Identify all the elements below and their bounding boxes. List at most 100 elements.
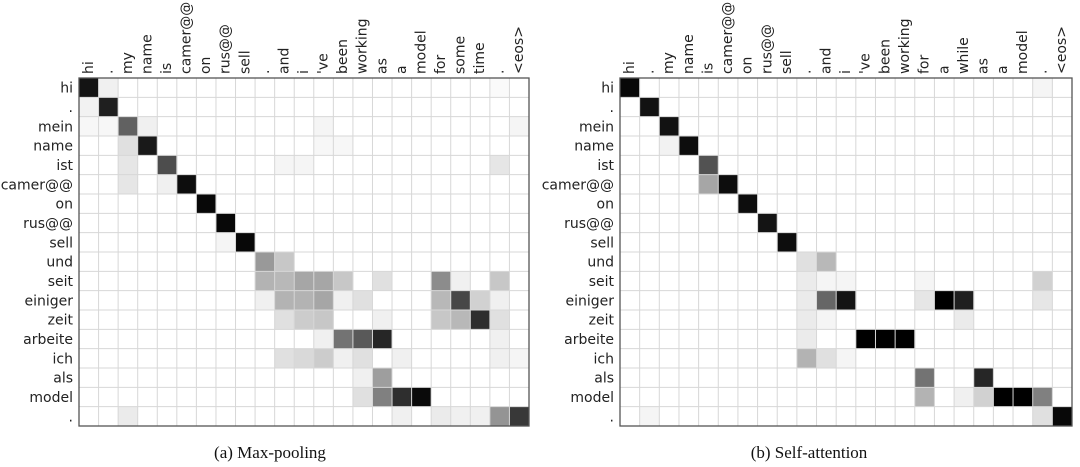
y-tick-label: arbeite xyxy=(564,332,614,348)
heatmap-cell xyxy=(796,348,817,369)
heatmap-cell xyxy=(372,271,393,291)
heatmap-cell xyxy=(620,78,640,98)
heatmap-cell xyxy=(777,232,798,253)
heatmap-cell xyxy=(934,290,955,311)
y-tick-label: hi xyxy=(60,81,73,97)
heatmap-cell xyxy=(274,155,295,175)
heatmap-cell xyxy=(411,387,432,407)
heatmap-cell xyxy=(294,290,315,311)
x-tick-label: . xyxy=(1035,70,1051,74)
heatmap-cell xyxy=(993,387,1014,407)
y-tick-label: sell xyxy=(49,235,73,251)
x-tick-label: time xyxy=(472,42,488,74)
y-tick-label: on xyxy=(597,197,614,213)
heatmap-cell xyxy=(352,387,373,407)
y-tick-label: zeit xyxy=(48,313,74,329)
x-tick-label: a xyxy=(394,65,410,74)
heatmap-cell xyxy=(954,310,975,330)
heatmap-cell xyxy=(489,290,510,311)
y-tick-label: einiger xyxy=(24,293,73,309)
y-tick-label: . xyxy=(610,409,614,425)
y-tick-label: sell xyxy=(590,235,614,251)
heatmap-self-attention: hi. my name is camer@@ on rus@@ sell. and i've bee… xyxy=(542,2,1073,427)
heatmap-cell xyxy=(718,174,739,195)
heatmap-cell xyxy=(489,406,510,427)
y-tick-label: model xyxy=(570,390,614,406)
heatmap-cell xyxy=(137,136,158,156)
plot-frame xyxy=(78,77,530,427)
y-tick-label: . xyxy=(69,100,73,116)
heatmap-cell xyxy=(294,271,315,291)
heatmap-cell xyxy=(816,290,837,311)
heatmap-cell xyxy=(313,310,334,330)
heatmap-cell xyxy=(836,271,857,291)
x-tick-label: and xyxy=(818,48,834,74)
heatmap-cell xyxy=(392,406,412,427)
x-tick-label: as xyxy=(374,58,390,74)
heatmap-cell xyxy=(1032,387,1053,407)
x-tick-label: i xyxy=(838,70,854,74)
x-tick-label: for xyxy=(433,55,449,74)
heatmap-cell xyxy=(796,310,817,330)
x-tick-label: some xyxy=(453,36,469,74)
caption-self-attention: (b) Self-attention xyxy=(751,443,868,462)
heatmap-cell xyxy=(509,116,530,137)
heatmap-cell xyxy=(509,348,530,369)
heatmap-cell xyxy=(118,136,138,156)
heatmap-cell xyxy=(450,290,471,311)
x-tick-label: while xyxy=(956,37,972,74)
heatmap-cell xyxy=(489,310,510,330)
heatmap-cell xyxy=(333,348,354,369)
x-tick-label: name xyxy=(139,34,155,74)
heatmap-cell xyxy=(313,348,334,369)
heatmap-cell xyxy=(333,136,354,156)
x-tick-label: 've xyxy=(858,53,874,74)
caption-max-pooling: (a) Max-pooling xyxy=(214,443,326,462)
heatmap-cell xyxy=(914,271,935,291)
y-tick-label: und xyxy=(46,255,73,271)
heatmap-cell xyxy=(914,368,935,388)
heatmap-cell xyxy=(294,348,315,369)
heatmap-cell xyxy=(274,290,295,311)
heatmap-cell xyxy=(79,116,99,137)
heatmap-cell xyxy=(489,78,510,98)
heatmap-cell xyxy=(118,116,138,137)
x-tick-label: hi xyxy=(81,61,97,74)
heatmap-cell xyxy=(489,329,510,349)
x-tick-label: is xyxy=(159,63,175,74)
heatmap-cell xyxy=(372,387,393,407)
x-tick-label: sell xyxy=(779,50,795,74)
y-tick-label: als xyxy=(594,371,614,387)
y-tick-label: rus@@ xyxy=(564,216,614,232)
heatmap-cell xyxy=(137,116,158,137)
heatmap-cell xyxy=(294,310,315,330)
heatmap-cell xyxy=(294,155,315,175)
y-tick-label: und xyxy=(587,255,614,271)
y-tick-label: ist xyxy=(597,158,614,174)
heatmap-cell xyxy=(333,271,354,291)
heatmap-cell xyxy=(255,252,275,272)
y-tick-label: ist xyxy=(56,158,73,174)
x-tick-label: a xyxy=(995,65,1011,74)
heatmap-cell xyxy=(274,310,295,330)
heatmap-cell xyxy=(372,329,393,349)
heatmap-cell xyxy=(1052,406,1073,427)
y-tick-label: ich xyxy=(594,351,614,367)
heatmap-cell xyxy=(215,232,236,253)
heatmap-cell xyxy=(489,271,510,291)
x-tick-label: working xyxy=(897,18,913,74)
heatmap-cell xyxy=(431,290,452,311)
heatmap-cell xyxy=(98,78,119,98)
heatmap-cell xyxy=(489,155,510,175)
heatmap-cell xyxy=(157,155,178,175)
y-tick-label: als xyxy=(53,371,73,387)
y-tick-label: arbeite xyxy=(23,332,73,348)
heatmap-cell xyxy=(333,329,354,349)
y-tick-label: camer@@ xyxy=(1,177,73,193)
heatmap-cell xyxy=(470,290,491,311)
x-tick-label: for xyxy=(917,55,933,74)
x-tick-label: rus@@ xyxy=(218,24,234,74)
y-tick-label: on xyxy=(56,197,73,213)
heatmap-cell xyxy=(1032,406,1053,427)
